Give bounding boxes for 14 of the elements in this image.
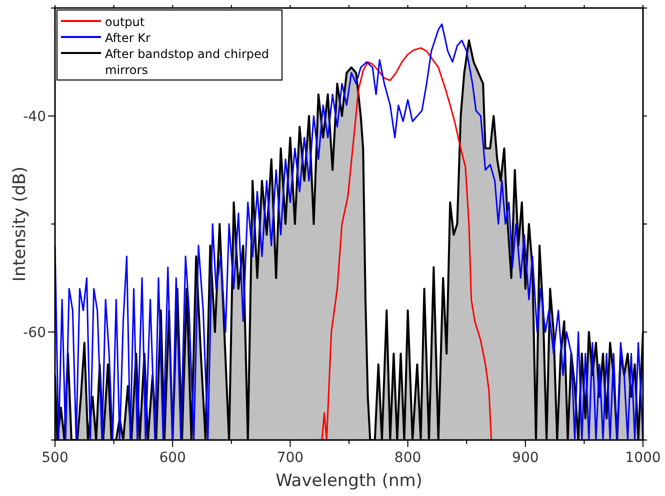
y-tick-label: -60	[23, 325, 46, 341]
x-tick-label: 600	[159, 450, 186, 466]
x-axis-title: Wavelength (nm)	[276, 471, 422, 491]
x-tick-label: 500	[42, 450, 68, 466]
legend-label: output	[105, 15, 145, 29]
x-tick-label: 800	[394, 450, 422, 466]
y-tick-label: -40	[23, 109, 46, 125]
x-tick-label: 1000	[625, 450, 661, 466]
y-axis-title: Intensity (dB)	[10, 166, 30, 282]
legend-label: After Kr	[105, 31, 150, 45]
x-tick-label: 900	[512, 450, 539, 466]
line-series	[321, 47, 492, 440]
legend-label: After bandstop and chirped mirrors	[105, 47, 270, 77]
x-tick-label: 700	[276, 450, 304, 466]
